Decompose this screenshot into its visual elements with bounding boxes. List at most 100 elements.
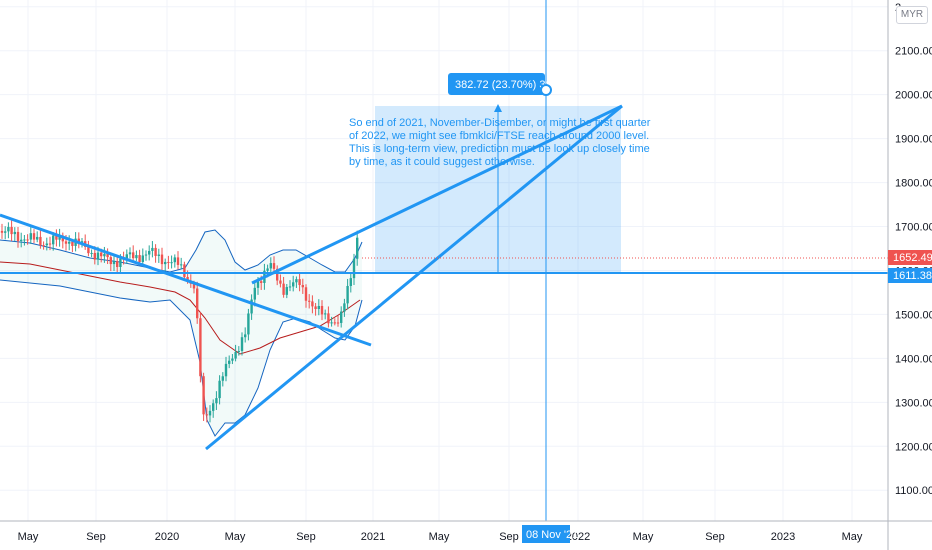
candle — [164, 258, 167, 271]
candle — [48, 236, 52, 251]
x-tick-label: May — [429, 531, 450, 543]
y-tick-label: 1500.00 — [895, 309, 932, 321]
currency-badge[interactable]: MYR — [896, 6, 928, 24]
candle — [42, 241, 45, 250]
ascending-trendline[interactable] — [205, 104, 623, 451]
candle-body — [352, 258, 356, 279]
candle-body — [234, 351, 237, 359]
x-tick-label: Sep — [296, 531, 316, 543]
price-range-measure[interactable] — [375, 104, 621, 273]
measure-label-bg — [448, 73, 545, 95]
candle — [234, 344, 237, 362]
candle-body — [58, 235, 61, 240]
trendline-drawings[interactable] — [0, 0, 888, 521]
candle — [0, 223, 4, 239]
candle-body — [285, 287, 288, 295]
channel-upper-line[interactable] — [251, 104, 623, 285]
current-price-badge: 1652.49 — [888, 250, 932, 265]
candle — [298, 272, 301, 292]
candle — [84, 234, 87, 250]
candle — [320, 300, 324, 321]
candle-body — [212, 403, 215, 411]
level-price-text: 1611.38 — [893, 270, 932, 282]
candle — [128, 247, 132, 259]
candle-body — [52, 235, 55, 245]
candle-body — [237, 350, 240, 352]
candle-body — [314, 306, 317, 309]
y-tick-label: 1400.00 — [895, 353, 932, 365]
candle-body — [244, 334, 247, 338]
candle — [29, 226, 32, 244]
x-tick-label: May — [18, 531, 39, 543]
candle-body — [151, 247, 154, 251]
candle — [160, 247, 164, 272]
candle — [240, 332, 244, 356]
candle-body — [106, 253, 109, 258]
candle-body — [87, 246, 90, 254]
candle — [45, 237, 48, 251]
candle-body — [282, 283, 285, 295]
measure-handle[interactable] — [540, 84, 552, 96]
x-tick-label: Sep — [705, 531, 725, 543]
candle-body — [96, 252, 100, 260]
candle-body — [55, 235, 58, 240]
candle — [167, 255, 170, 269]
candle-body — [93, 252, 96, 260]
candle — [224, 356, 228, 382]
candle — [106, 248, 109, 265]
candle-body — [208, 410, 212, 416]
candle — [346, 278, 349, 310]
candle-body — [132, 252, 135, 259]
candle-body — [167, 261, 170, 263]
candle-body — [42, 245, 45, 247]
y-tick-label: 1800.00 — [895, 178, 932, 190]
candle — [352, 253, 356, 285]
grid-lines — [0, 0, 888, 521]
candle-body — [32, 233, 36, 240]
candle-body — [224, 363, 228, 377]
candle-body — [349, 278, 352, 286]
y-tick-label: 1300.00 — [895, 397, 932, 409]
candle-body — [125, 254, 128, 259]
candle — [327, 306, 330, 328]
candle — [87, 240, 90, 257]
candle-body — [336, 322, 340, 324]
candle-body — [192, 283, 196, 289]
y-tick-label: 2000.00 — [895, 90, 932, 102]
candle-body — [148, 250, 151, 255]
candle-body — [13, 231, 16, 235]
candle-body — [16, 231, 20, 241]
candle-body — [330, 322, 333, 324]
candle-body — [256, 281, 260, 288]
candle — [23, 235, 26, 246]
candle-body — [26, 239, 29, 241]
candle-body — [119, 258, 122, 268]
candle — [183, 261, 186, 280]
crosshair-date-text: 08 Nov '21 — [526, 529, 578, 541]
candle — [144, 250, 148, 261]
candle — [237, 346, 240, 356]
candle — [154, 244, 157, 263]
descending-trendline[interactable] — [0, 213, 372, 347]
candle-body — [205, 414, 208, 416]
candle — [170, 255, 173, 269]
y-tick-label: 1700.00 — [895, 222, 932, 234]
candle — [180, 257, 183, 269]
candle — [269, 257, 272, 275]
candle-body — [176, 257, 180, 265]
level-price-badge-bg — [888, 268, 932, 283]
candle-body — [327, 313, 330, 324]
candle — [205, 407, 208, 423]
x-tick-label: May — [633, 531, 654, 543]
candle-body — [221, 376, 224, 381]
level-price-badge: 1611.38 — [888, 268, 932, 283]
candle — [196, 281, 199, 324]
candle — [55, 229, 58, 247]
candle-body — [272, 263, 276, 269]
candle — [282, 276, 285, 298]
candle — [173, 254, 176, 268]
candle-body — [301, 285, 304, 288]
candle — [10, 219, 13, 242]
candle-body — [39, 236, 42, 246]
